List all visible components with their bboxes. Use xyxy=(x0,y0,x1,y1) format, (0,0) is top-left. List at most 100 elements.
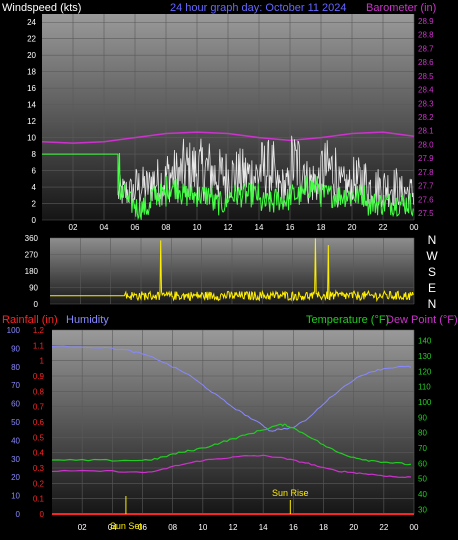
windspeed-tick-label: 18 xyxy=(27,68,36,77)
dewpoint-line xyxy=(51,454,412,479)
rainfall-tick-label: 1.1 xyxy=(33,341,45,350)
windspeed-tick-label: 4 xyxy=(32,183,37,192)
wind-direction-line xyxy=(50,238,414,303)
humidity-tick-label: 10 xyxy=(11,492,20,501)
barometer-tick-label: 27.8 xyxy=(418,168,434,177)
sunset-label: Sun Set xyxy=(110,521,143,531)
humidity-tick-label: 50 xyxy=(11,418,20,427)
direction-tick-label: 360 xyxy=(25,234,39,243)
compass-label: N xyxy=(428,233,437,247)
time-tick-label: 06 xyxy=(131,223,140,232)
humidity-tick-label: 100 xyxy=(7,326,21,335)
time-tick-label: 00 xyxy=(410,523,419,532)
windspeed-tick-label: 16 xyxy=(27,84,36,93)
temperature-ticks: 30 40 50 60 70 80 90 100 110 120 130 140 xyxy=(418,337,432,515)
wind-gust-line xyxy=(117,135,415,209)
compass-label: S xyxy=(428,265,436,279)
rainfall-tick-label: 0.8 xyxy=(33,387,45,396)
barometer-tick-label: 28.6 xyxy=(418,58,434,67)
time-tick-label: 18 xyxy=(319,523,328,532)
temperature-tick-label: 40 xyxy=(418,490,427,499)
windspeed-tick-label: 20 xyxy=(27,51,36,60)
time-tick-label: 02 xyxy=(78,523,87,532)
humidity-tick-label: 60 xyxy=(11,400,20,409)
rainfall-tick-label: 1 xyxy=(40,357,45,366)
barometer-tick-label: 27.6 xyxy=(418,195,434,204)
time-tick-label: 10 xyxy=(198,523,207,532)
time-tick-label: 22 xyxy=(379,523,388,532)
rainfall-tick-label: 0.4 xyxy=(33,449,45,458)
wind-baro-series xyxy=(41,131,415,221)
rainfall-axis-title: Rainfall (in) xyxy=(2,314,58,326)
time-ticks-bottom: 02 04 06 08 10 12 14 16 18 20 22 00 xyxy=(78,523,419,532)
time-tick-label: 18 xyxy=(317,223,326,232)
direction-degree-ticks: 0 90 180 270 360 xyxy=(25,234,39,309)
windspeed-tick-label: 14 xyxy=(27,101,36,110)
barometer-line xyxy=(41,131,415,144)
humidity-tick-label: 20 xyxy=(11,473,20,482)
humidity-ticks: 0 10 20 30 40 50 60 70 80 90 100 xyxy=(7,326,21,519)
temp-humidity-series xyxy=(51,345,414,515)
windspeed-tick-label: 0 xyxy=(32,216,37,225)
windspeed-tick-label: 6 xyxy=(32,167,37,176)
rainfall-tick-label: 0.5 xyxy=(33,433,45,442)
time-tick-label: 14 xyxy=(259,523,268,532)
windspeed-tick-label: 22 xyxy=(27,35,36,44)
direction-tick-label: 90 xyxy=(29,284,38,293)
temperature-tick-label: 90 xyxy=(418,413,427,422)
humidity-line xyxy=(51,345,412,432)
barometer-tick-label: 27.7 xyxy=(418,182,434,191)
time-tick-label: 20 xyxy=(349,523,358,532)
time-tick-label: 00 xyxy=(410,223,419,232)
sun-annotations: Sun Set Sun Rise xyxy=(110,488,309,531)
compass-label: N xyxy=(428,297,437,311)
barometer-tick-label: 28.7 xyxy=(418,44,434,53)
direction-tick-label: 270 xyxy=(25,251,39,260)
barometer-tick-label: 28.1 xyxy=(418,127,434,136)
time-tick-label: 14 xyxy=(255,223,264,232)
chart-title: 24 hour graph day: October 11 2024 xyxy=(170,2,347,14)
rainfall-tick-label: 0.7 xyxy=(33,403,45,412)
rainfall-tick-label: 0 xyxy=(40,510,45,519)
time-tick-label: 16 xyxy=(289,523,298,532)
humidity-tick-label: 0 xyxy=(16,510,21,519)
temperature-line xyxy=(51,423,412,466)
windspeed-tick-label: 2 xyxy=(32,200,37,209)
compass-label: W xyxy=(426,249,438,263)
time-tick-label: 04 xyxy=(100,223,109,232)
rainfall-tick-label: 0.6 xyxy=(33,418,45,427)
humidity-tick-label: 30 xyxy=(11,455,20,464)
temperature-tick-label: 60 xyxy=(418,459,427,468)
barometer-tick-label: 28.5 xyxy=(418,72,434,81)
windspeed-tick-label: 24 xyxy=(27,18,36,27)
time-tick-label: 08 xyxy=(168,523,177,532)
temperature-tick-label: 100 xyxy=(418,398,432,407)
time-tick-label: 08 xyxy=(162,223,171,232)
temperature-tick-label: 120 xyxy=(418,367,432,376)
time-tick-label: 10 xyxy=(193,223,202,232)
time-ticks-top: 02 04 06 08 10 12 14 16 18 20 22 00 xyxy=(69,223,419,232)
time-tick-label: 16 xyxy=(286,223,295,232)
time-tick-label: 02 xyxy=(69,223,78,232)
humidity-tick-label: 70 xyxy=(11,381,20,390)
windspeed-tick-label: 12 xyxy=(27,117,36,126)
rainfall-tick-label: 0.2 xyxy=(33,479,45,488)
rainfall-ticks: 0 0.1 0.2 0.3 0.4 0.5 0.6 0.7 0.8 0.9 1 1.1 1.2 xyxy=(33,326,45,519)
time-tick-label: 20 xyxy=(348,223,357,232)
humidity-tick-label: 80 xyxy=(11,363,20,372)
direction-tick-label: 180 xyxy=(25,267,39,276)
barometer-ticks: 27.5 27.6 27.7 27.8 27.9 28.0 28.1 28.2 28.3 28.4… xyxy=(418,17,434,218)
temperature-tick-label: 30 xyxy=(418,505,427,514)
temperature-tick-label: 80 xyxy=(418,429,427,438)
dewpoint-axis-title: Dew Point (°F) xyxy=(386,314,458,326)
barometer-tick-label: 28.4 xyxy=(418,86,434,95)
barometer-axis-title: Barometer (in) xyxy=(366,2,436,14)
wind-average-line xyxy=(42,152,414,221)
temperature-tick-label: 140 xyxy=(418,337,432,346)
wind-baro-grid xyxy=(42,14,415,221)
barometer-tick-label: 28.2 xyxy=(418,113,434,122)
temperature-tick-label: 70 xyxy=(418,444,427,453)
